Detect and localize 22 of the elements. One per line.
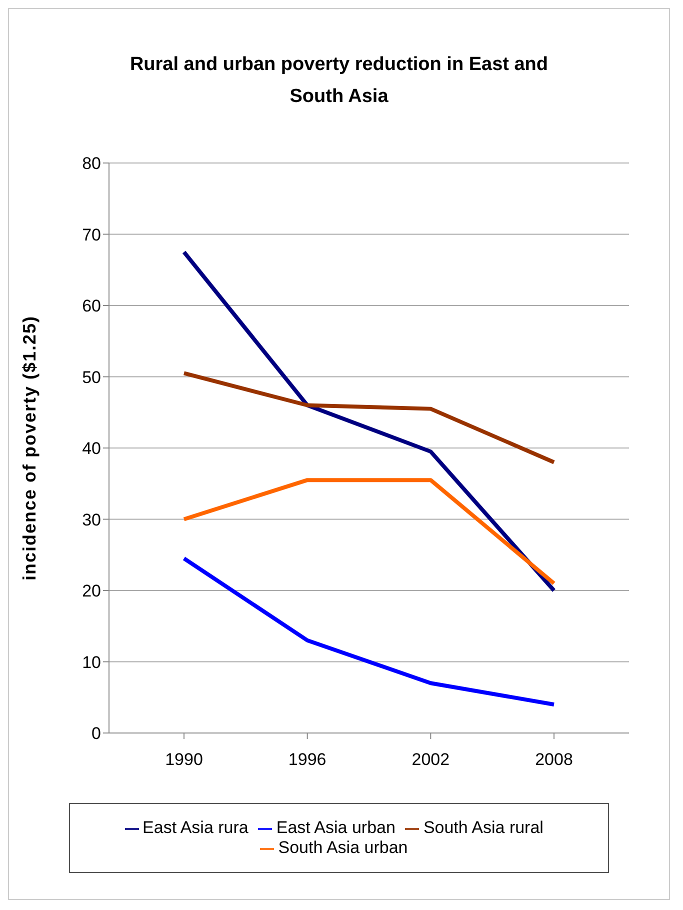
legend-label: South Asia rural xyxy=(423,818,544,837)
y-tick-label: 50 xyxy=(82,368,101,387)
y-tick-label: 60 xyxy=(82,296,101,316)
legend-label: South Asia urban xyxy=(278,838,408,857)
x-tick-label: 2002 xyxy=(412,750,450,770)
y-tick-label: 70 xyxy=(82,225,101,244)
y-axis-title: incidence of poverty ($1.25) xyxy=(19,315,40,581)
legend-label: East Asia urban xyxy=(276,818,396,837)
line-series xyxy=(182,371,556,464)
x-tick-label: 1990 xyxy=(165,750,203,770)
y-tick-label: 20 xyxy=(82,582,101,601)
y-tick-label: 10 xyxy=(82,652,101,672)
y-tick-label: 30 xyxy=(82,510,101,530)
line-series xyxy=(182,556,556,706)
y-tick-label: 80 xyxy=(82,154,101,174)
y-tick-label: 0 xyxy=(92,724,101,744)
line-series xyxy=(182,250,556,592)
chart-title: Rural and urban poverty reduction in East and South Asia xyxy=(128,53,550,109)
legend-label: East Asia rura xyxy=(142,818,248,837)
y-tick-label: 40 xyxy=(82,439,101,458)
x-tick-label: 2008 xyxy=(535,750,573,770)
x-tick-label: 1996 xyxy=(288,750,326,770)
